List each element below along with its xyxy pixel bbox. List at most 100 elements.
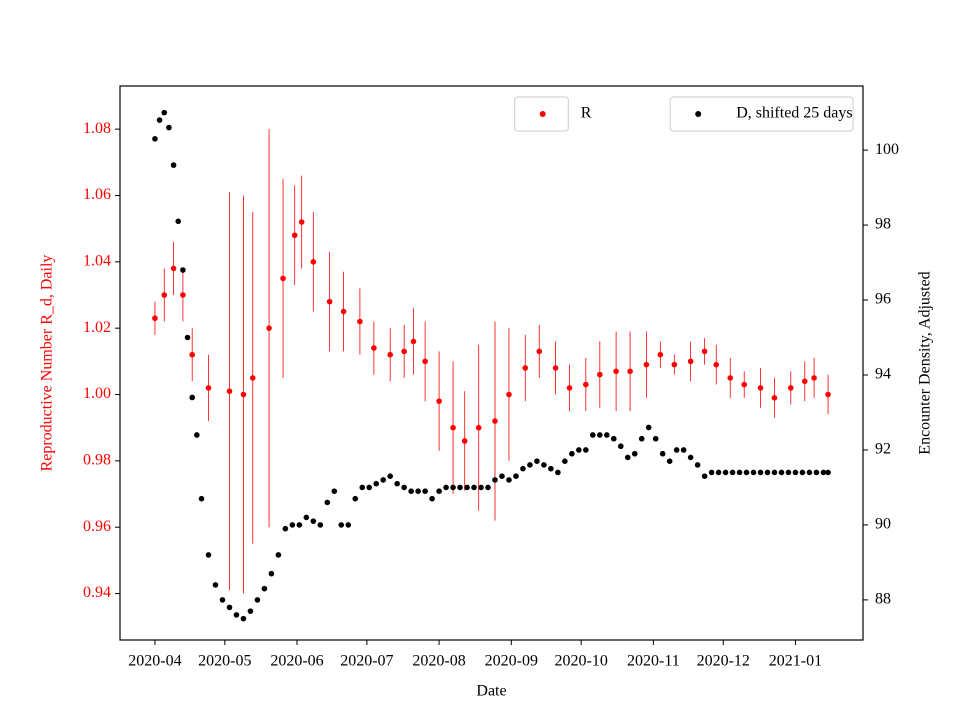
x-axis-label: Date (476, 683, 506, 700)
point (785, 469, 792, 476)
point (743, 469, 750, 476)
point (485, 484, 491, 491)
point (492, 418, 498, 424)
point (450, 484, 456, 491)
point (443, 484, 449, 491)
point (394, 480, 400, 487)
point (359, 484, 366, 491)
point (764, 469, 771, 476)
x-tick-label: 2021-01 (769, 653, 822, 670)
point (701, 348, 708, 355)
point (645, 424, 652, 431)
point (345, 522, 352, 528)
point (610, 435, 617, 442)
point (408, 488, 414, 494)
point (461, 438, 468, 444)
point (357, 318, 363, 325)
point (161, 292, 168, 298)
point (657, 351, 664, 358)
point (170, 265, 177, 272)
point (825, 469, 831, 476)
point (741, 381, 748, 388)
point (471, 484, 477, 491)
point (811, 375, 817, 381)
point (475, 424, 482, 431)
point (757, 385, 764, 391)
point (422, 488, 428, 494)
point (166, 124, 172, 131)
point (371, 345, 377, 351)
point (771, 395, 778, 401)
point (291, 232, 298, 239)
point (310, 259, 317, 265)
point (548, 465, 554, 472)
point (527, 462, 533, 468)
point (249, 375, 256, 381)
point (631, 450, 638, 457)
point (280, 275, 286, 282)
point (666, 458, 673, 465)
point (310, 518, 317, 524)
point (326, 298, 333, 305)
point (617, 443, 624, 450)
point (513, 473, 519, 479)
point (603, 432, 610, 438)
point (799, 469, 806, 476)
point (324, 499, 331, 506)
point (436, 398, 442, 404)
y2-tick-label: 88 (875, 591, 891, 608)
point (373, 480, 380, 487)
point (792, 469, 799, 476)
point (680, 447, 687, 453)
point (552, 365, 559, 371)
point (787, 385, 794, 391)
point (198, 495, 205, 502)
point (687, 454, 694, 461)
x-tick-label: 2020-06 (270, 653, 323, 670)
point (613, 368, 619, 375)
point (156, 117, 163, 123)
point (298, 219, 305, 225)
point (366, 484, 373, 491)
point (387, 473, 393, 479)
point (597, 432, 603, 438)
point (813, 469, 820, 476)
point (722, 469, 729, 476)
point (506, 477, 512, 483)
point (261, 585, 268, 592)
legend-label: R (581, 105, 592, 122)
point (331, 488, 338, 494)
point (152, 315, 158, 322)
point (562, 458, 568, 465)
point (729, 469, 736, 476)
point (194, 432, 200, 438)
x-tick-label: 2020-12 (697, 653, 750, 670)
y2-tick-label: 92 (875, 441, 891, 458)
point (450, 424, 456, 431)
point (652, 435, 659, 442)
point (152, 136, 158, 142)
point (387, 351, 393, 358)
x-tick-label: 2020-09 (485, 653, 538, 670)
point (643, 361, 650, 368)
point (212, 582, 219, 588)
point (268, 570, 275, 577)
point (180, 267, 186, 273)
point (266, 325, 272, 331)
point (338, 522, 345, 528)
point (401, 484, 407, 491)
point (219, 597, 226, 603)
point (638, 435, 645, 442)
point (627, 368, 633, 375)
point (429, 495, 435, 502)
point (624, 454, 631, 461)
point (801, 378, 808, 385)
point (226, 604, 233, 611)
point (205, 552, 212, 558)
point (520, 465, 526, 472)
point (673, 447, 680, 453)
point (736, 469, 743, 476)
point (352, 495, 359, 502)
point (415, 488, 421, 494)
y-axis-label: Reproductive Number R_d, Daily (39, 255, 56, 472)
